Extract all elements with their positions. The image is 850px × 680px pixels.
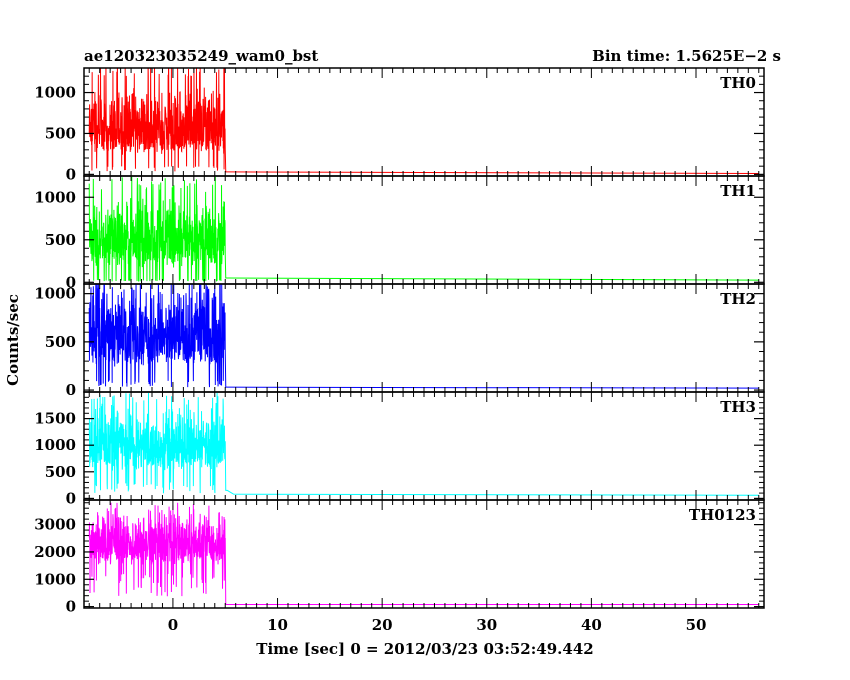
panel-th3: 0 500 1000 1500 TH3 — [34, 391, 765, 507]
y-tick-label: 0 — [66, 381, 76, 399]
y-tick-label: 3000 — [34, 516, 76, 534]
x-tick-label: 50 — [686, 616, 707, 634]
y-tick-label: 500 — [45, 463, 76, 481]
x-axis-label: Time [sec] 0 = 2012/03/23 03:52:49.442 — [256, 640, 593, 658]
panel-label-th2: TH2 — [720, 290, 756, 308]
y-tick-label: 500 — [45, 124, 76, 142]
panel-label-th3: TH3 — [720, 398, 756, 416]
y-tick-label: 0 — [66, 273, 76, 291]
panel-th0123: 0 1000 2000 3000 TH0123 — [34, 499, 765, 616]
y-tick-label: 1500 — [34, 410, 76, 428]
panel-label-th1: TH1 — [720, 182, 756, 200]
x-tick-label: 0 — [168, 616, 178, 634]
series-line-th0 — [88, 68, 759, 175]
x-tick-label: 40 — [581, 616, 602, 634]
panel-frame — [83, 391, 765, 501]
y-tick-label: 1000 — [34, 188, 76, 206]
y-tick-label: 500 — [45, 231, 76, 249]
y-tick-label: 1000 — [34, 436, 76, 454]
panel-th2: 0 500 1000 TH2 — [34, 283, 765, 399]
y-tick-label: 1000 — [34, 285, 76, 303]
y-tick-label: 1000 — [34, 570, 76, 588]
x-tick-label: 20 — [372, 616, 393, 634]
bin-time-label: Bin time: 1.5625E−2 s — [592, 47, 781, 65]
x-tick-label: 30 — [476, 616, 497, 634]
y-axis-label: Counts/sec — [4, 294, 22, 386]
panel-th1: 0 500 1000 TH1 — [34, 175, 765, 291]
observation-id: ae120323035249_wam0_bst — [84, 47, 318, 65]
series-line-th1 — [88, 176, 759, 282]
panel-th0: 0 500 1000 TH0 — [34, 67, 765, 183]
y-tick-label: 0 — [66, 165, 76, 183]
y-tick-label: 2000 — [34, 543, 76, 561]
y-tick-label: 500 — [45, 333, 76, 351]
series-line-th2 — [88, 284, 759, 389]
y-tick-label: 0 — [66, 489, 76, 507]
y-tick-label: 1000 — [34, 84, 76, 102]
y-tick-label: 0 — [66, 598, 76, 616]
panel-label-th0123: TH0123 — [689, 506, 756, 524]
panel-label-th0: TH0 — [720, 74, 756, 92]
series-line-th0123 — [88, 502, 759, 605]
x-tick-label: 10 — [267, 616, 288, 634]
series-line-th3 — [88, 392, 759, 496]
